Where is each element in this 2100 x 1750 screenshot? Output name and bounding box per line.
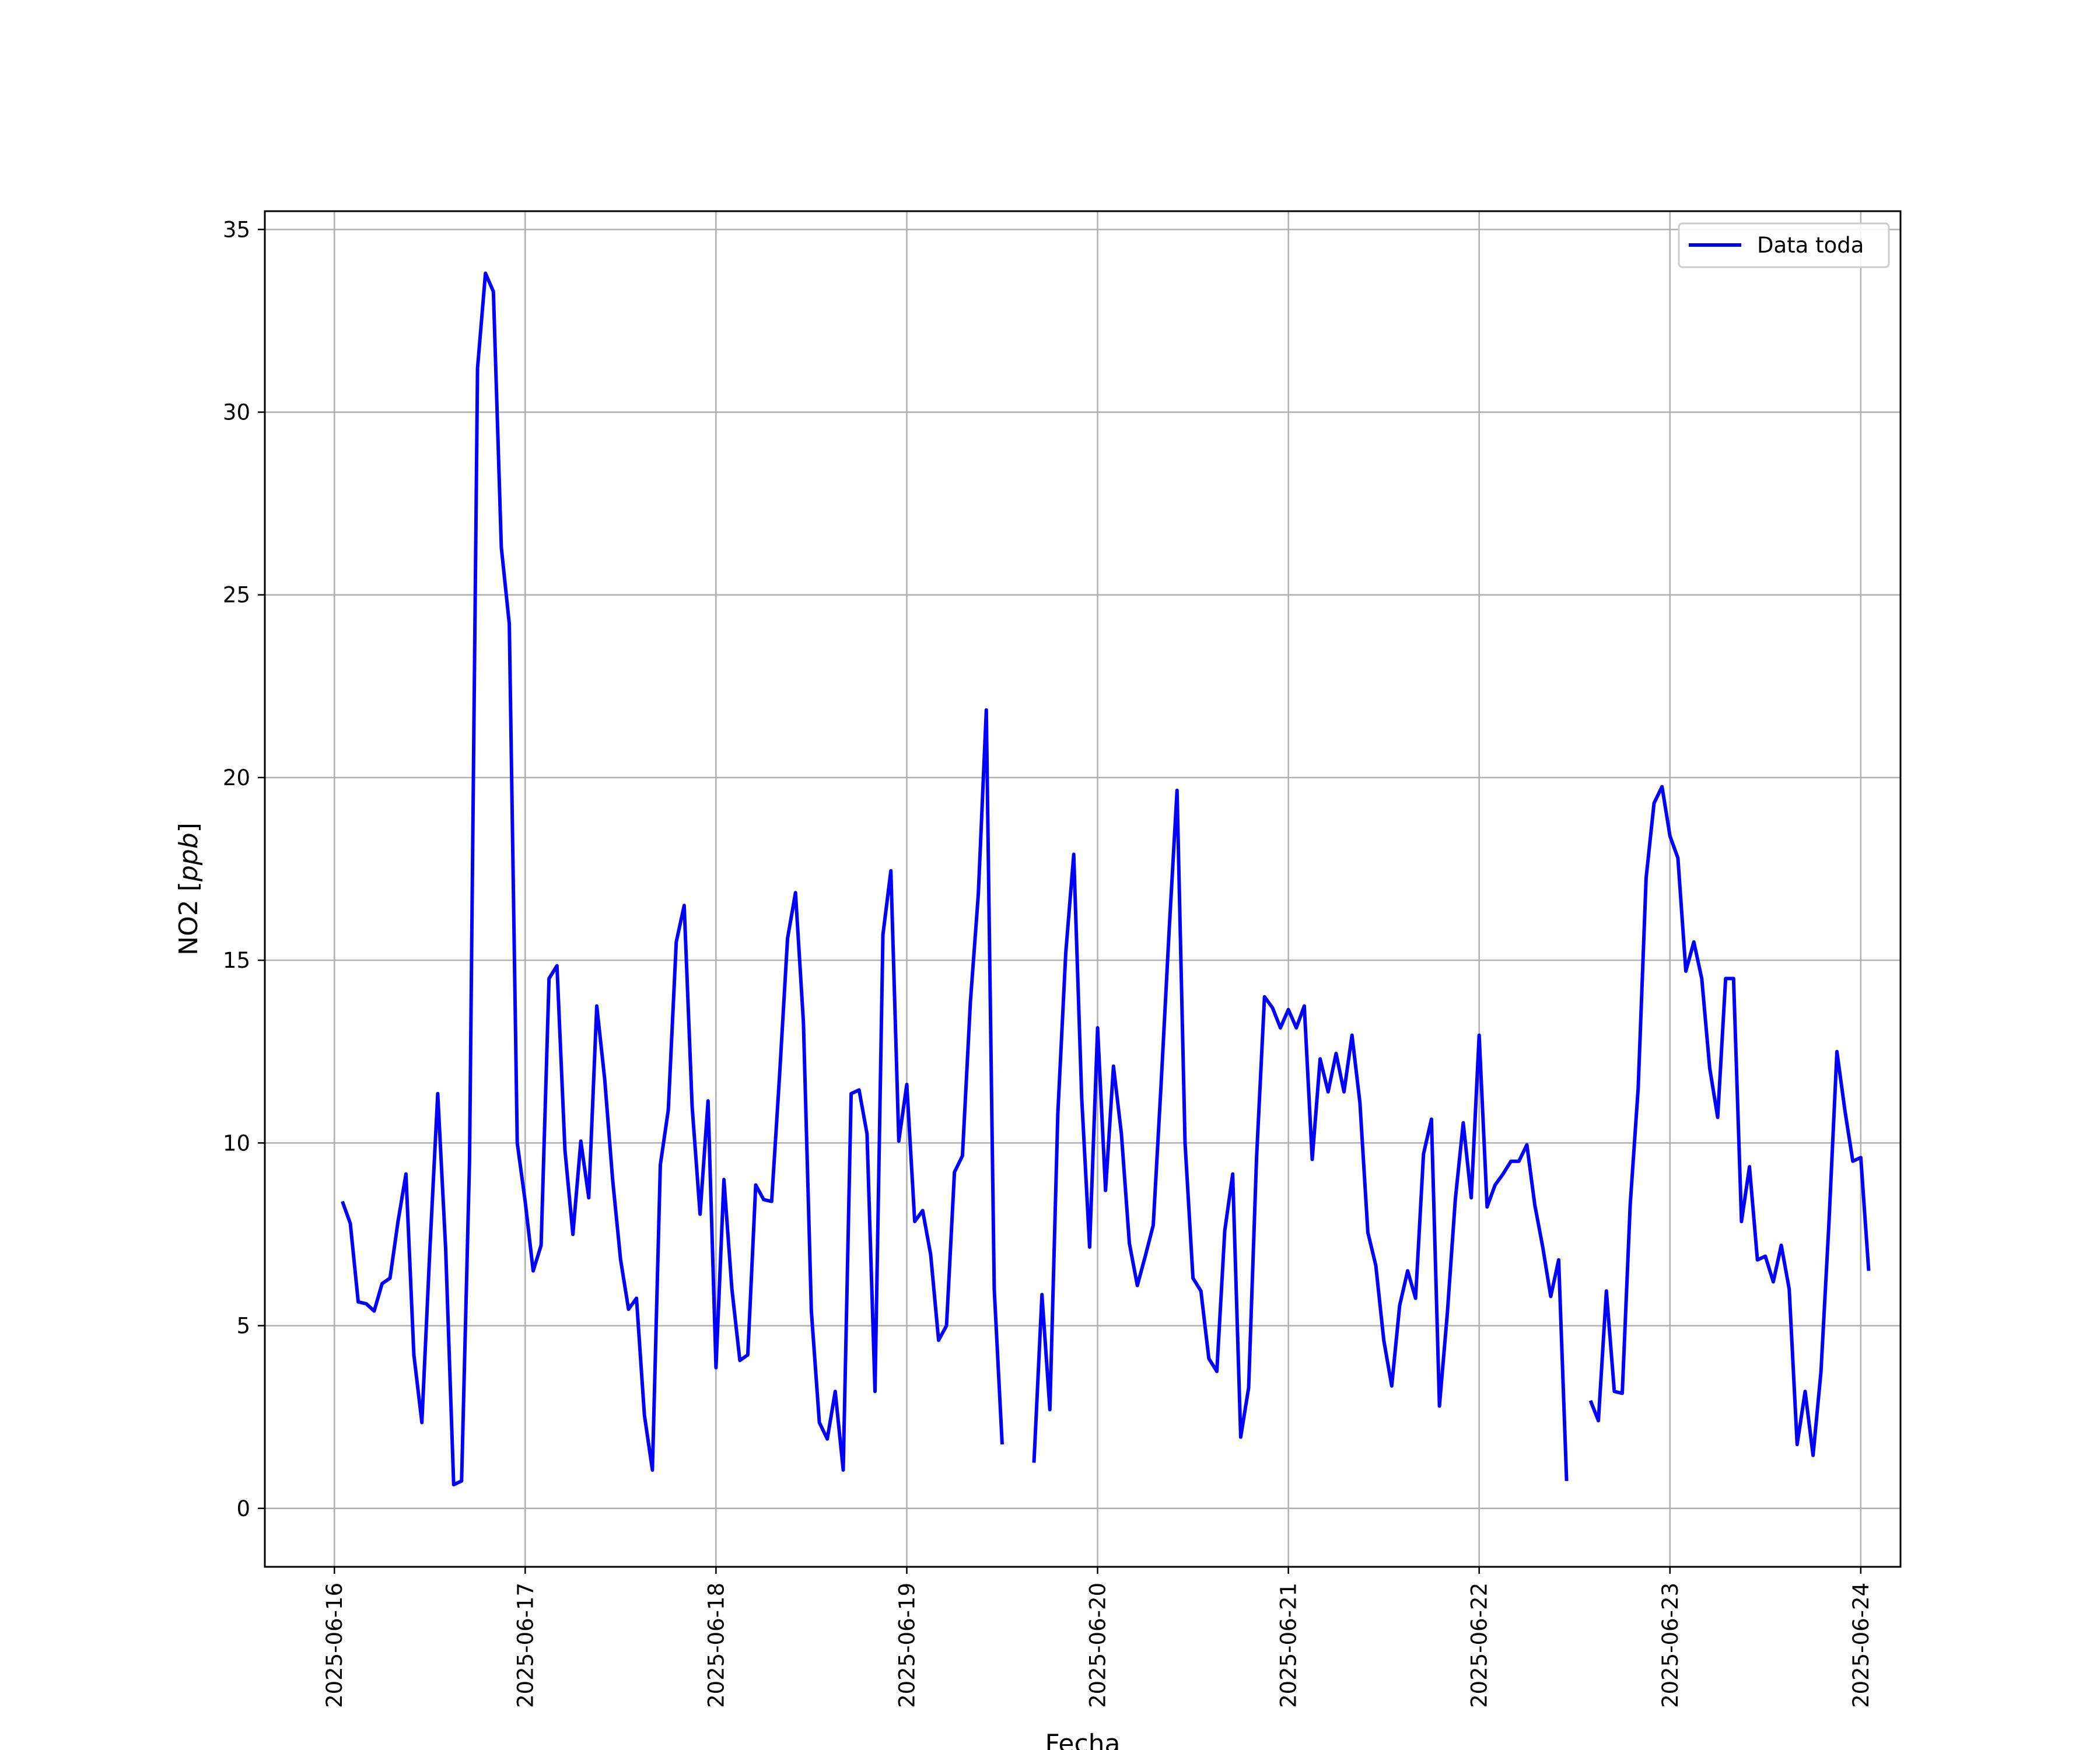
y-tick-label: 20 xyxy=(223,765,250,790)
y-tick-label: 25 xyxy=(223,583,250,608)
legend-label: Data toda xyxy=(1757,233,1864,258)
x-tick-label: 2025-06-19 xyxy=(894,1583,919,1708)
y-axis-title: NO2 [ppb] xyxy=(174,822,204,956)
legend-box xyxy=(1678,222,1890,268)
y-tick-label: 15 xyxy=(223,948,250,973)
x-tick-label: 2025-06-24 xyxy=(1849,1583,1874,1708)
series-line-data-toda xyxy=(341,271,1871,1487)
x-tick-label: 2025-06-18 xyxy=(704,1583,729,1708)
x-axis-title: Fecha xyxy=(1045,1729,1120,1750)
y-tick-label: 30 xyxy=(223,400,250,425)
legend: Data toda xyxy=(1678,222,1890,268)
x-tick-labels: 2025-06-16 2025-06-17 2025-06-18 2025-06-19… xyxy=(322,1583,1874,1708)
y-axis-title-close: ] xyxy=(174,822,204,832)
x-tick-label: 2025-06-23 xyxy=(1658,1583,1683,1708)
x-tick-label: 2025-06-17 xyxy=(513,1583,538,1708)
x-tick-label: 2025-06-16 xyxy=(322,1583,347,1708)
axes-frame xyxy=(264,210,1902,1568)
y-axis-title-main: NO2 [ xyxy=(174,881,204,956)
axis-ticks xyxy=(258,229,1862,1574)
y-tick-label: 5 xyxy=(236,1314,250,1339)
x-tick-label: 2025-06-22 xyxy=(1467,1583,1492,1708)
x-tick-label: 2025-06-20 xyxy=(1086,1583,1111,1708)
y-tick-labels: 0 5 10 15 20 25 30 35 xyxy=(223,217,250,1521)
y-tick-label: 35 xyxy=(223,217,250,242)
x-tick-label: 2025-06-21 xyxy=(1276,1583,1301,1708)
grid-lines xyxy=(265,211,1901,1567)
y-axis-title-unit: ppb xyxy=(174,832,204,882)
y-tick-label: 0 xyxy=(236,1496,250,1521)
y-tick-label: 10 xyxy=(223,1130,250,1156)
